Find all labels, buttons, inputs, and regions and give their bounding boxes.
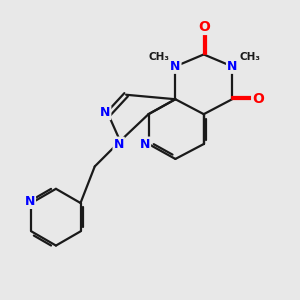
Text: N: N <box>113 137 124 151</box>
Text: CH₃: CH₃ <box>148 52 170 62</box>
Text: N: N <box>100 106 110 119</box>
Text: N: N <box>25 195 35 208</box>
Text: O: O <box>252 92 264 106</box>
Text: N: N <box>227 60 237 73</box>
Text: O: O <box>198 20 210 34</box>
Text: N: N <box>140 137 150 151</box>
Text: CH₃: CH₃ <box>239 52 260 62</box>
Text: N: N <box>170 60 181 73</box>
